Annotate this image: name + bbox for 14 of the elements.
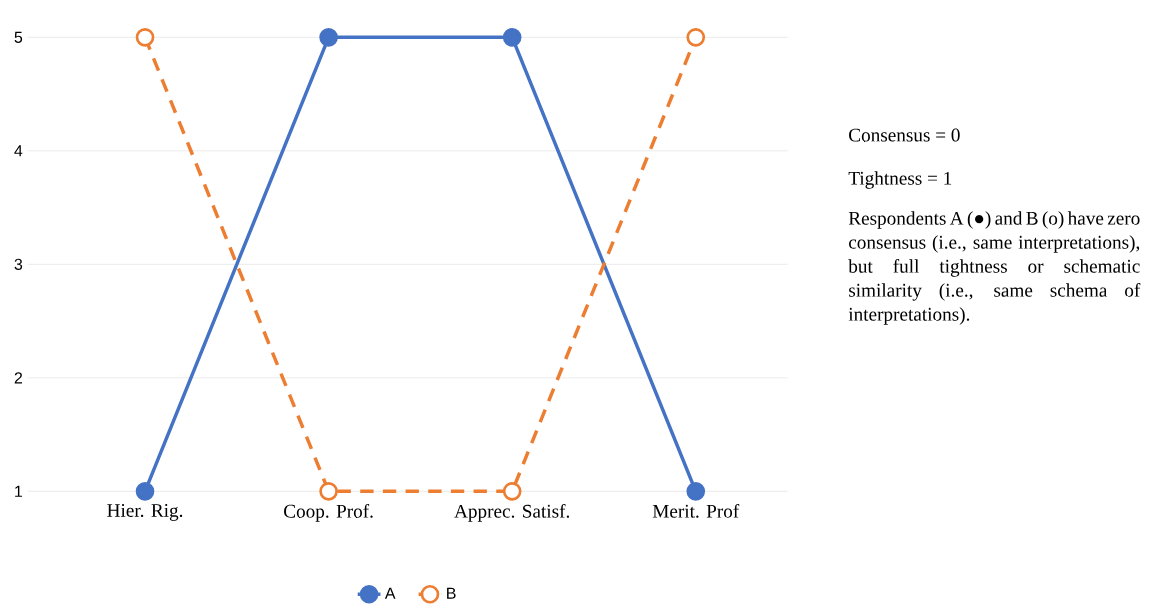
y-tick-label: 5 xyxy=(14,31,23,43)
x-tick-label: Merit. Prof xyxy=(652,504,740,518)
legend-label: A xyxy=(384,587,396,599)
y-tick-label: 1 xyxy=(15,485,23,497)
legend-label: B xyxy=(447,587,456,599)
y-tick-label: 3 xyxy=(14,258,23,270)
y-tick-label: 4 xyxy=(14,145,23,157)
x-tick-label: Hier. Rig. xyxy=(107,504,183,521)
x-tick-label: Coop. Prof. xyxy=(284,504,373,522)
x-tick-label: Apprec. Satisf. xyxy=(454,504,570,522)
y-tick-label: 2 xyxy=(14,372,23,384)
text: Consensus = 0 xyxy=(849,128,960,142)
text: Tightness = 1 xyxy=(848,171,952,189)
text: Respondents A (●) and B (o) have zero consensus (i.e., same interpretations), but full tightness or schematic similarity (i.e., same schema of interpretations). xyxy=(848,211,1141,325)
